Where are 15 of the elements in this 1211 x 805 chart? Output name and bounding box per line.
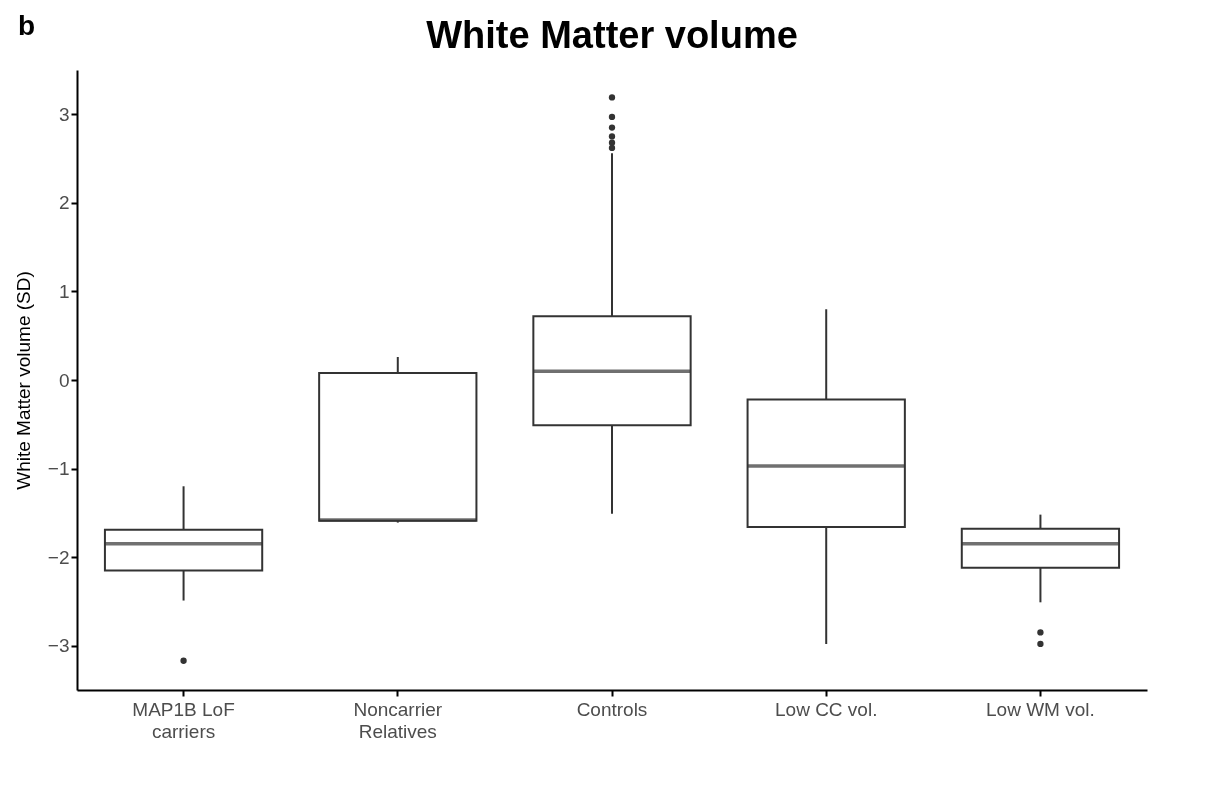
y-tick-label: 1	[58, 280, 70, 302]
x-tick-label: Controls	[576, 698, 648, 720]
x-tick-label: Low CC vol.	[775, 698, 878, 720]
x-tick-label: MAP1B LoF carriers	[132, 698, 235, 742]
y-tick-label: −3	[47, 635, 70, 657]
x-tick-label: Low WM vol.	[986, 698, 1095, 720]
x-tick-label: Noncarrier Relatives	[353, 698, 443, 742]
text: b	[18, 10, 36, 42]
y-tick-label: −2	[47, 546, 70, 568]
y-axis-title: White Matter volume (SD)	[12, 271, 34, 490]
y-tick-label: 0	[58, 369, 70, 391]
y-tick-label: 2	[58, 192, 70, 214]
chart-title: White Matter volume	[426, 14, 798, 56]
y-tick-label: −1	[47, 458, 70, 480]
y-tick-label: 3	[58, 103, 70, 125]
